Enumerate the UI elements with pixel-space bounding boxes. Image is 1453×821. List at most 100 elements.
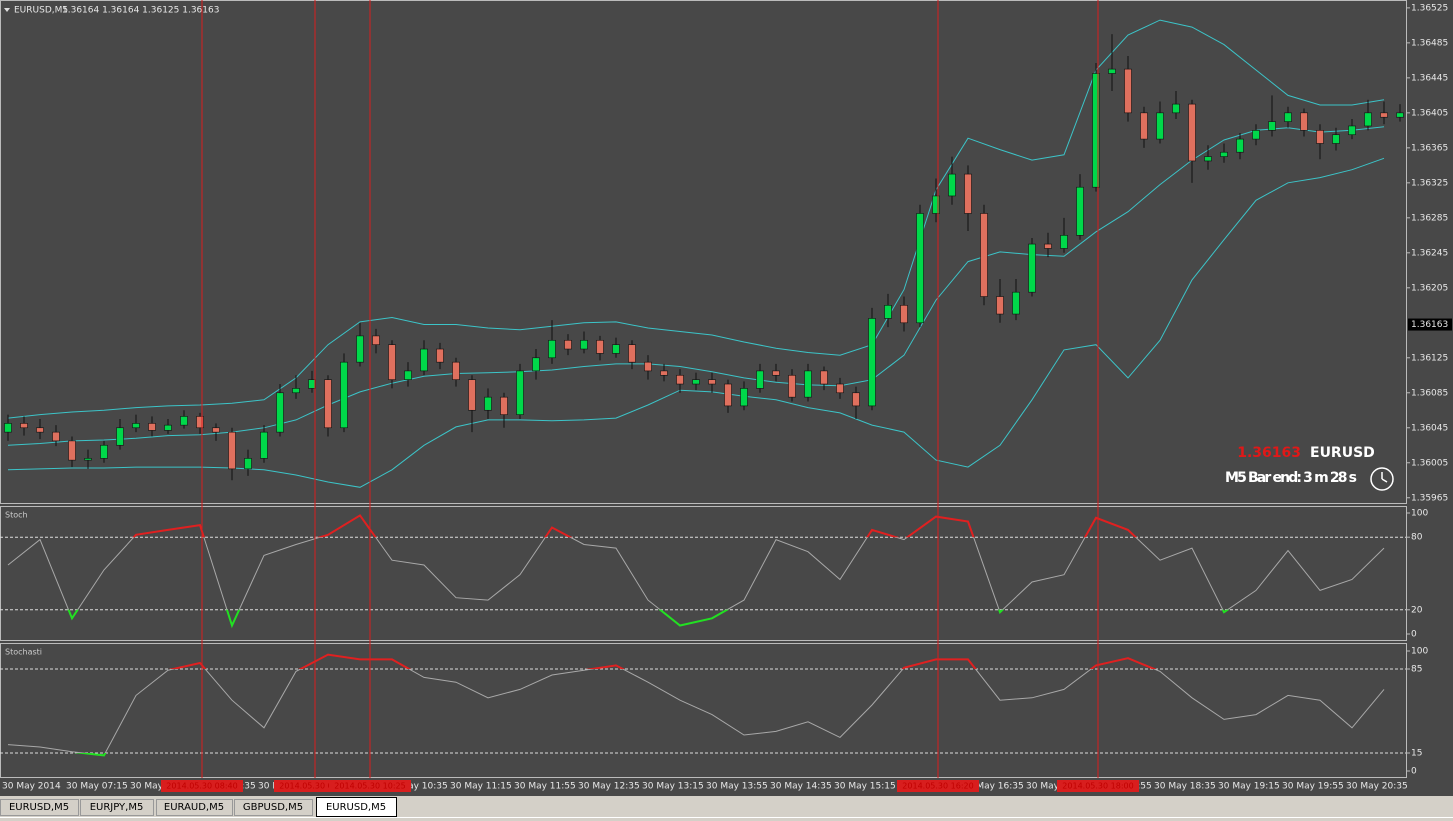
tab-face[interactable] bbox=[234, 799, 313, 816]
candle-body bbox=[516, 370, 524, 415]
bollinger-upper bbox=[7, 19, 1385, 419]
candle-body bbox=[324, 379, 332, 429]
x-tick-label: 30 May 2014 bbox=[2, 782, 61, 792]
x-tick-label: 30 May 10:35 bbox=[386, 782, 448, 792]
x-tick-label: 30 May 18:35 bbox=[1154, 782, 1216, 792]
y-tick-label: 15 bbox=[1411, 749, 1422, 759]
tab-face[interactable] bbox=[0, 799, 79, 816]
x-tick-label: 30 May 07:55 bbox=[130, 782, 192, 792]
y-tick-label: 1.36405 bbox=[1411, 108, 1448, 118]
tab-face[interactable] bbox=[156, 799, 233, 816]
candle-body bbox=[724, 383, 732, 407]
candle-body bbox=[596, 339, 604, 354]
y-tick-label: 1.36205 bbox=[1411, 283, 1448, 293]
oversold-highlight bbox=[67, 609, 1230, 629]
y-tick-label: 20 bbox=[1411, 605, 1423, 615]
candle-body bbox=[340, 361, 348, 429]
candle-body bbox=[660, 370, 668, 376]
candle-body bbox=[1012, 291, 1020, 315]
last-price-box bbox=[1408, 318, 1452, 331]
candle-body bbox=[1060, 235, 1068, 249]
tab[interactable]: GBPUSD,M5 bbox=[234, 799, 313, 816]
candle-body bbox=[676, 374, 684, 385]
y-tick-label: 1.36485 bbox=[1411, 38, 1448, 48]
x-tick-label: 30 May 14:35 bbox=[770, 782, 832, 792]
candle-body bbox=[996, 296, 1004, 315]
y-tick-label: 1.36365 bbox=[1411, 143, 1448, 153]
candle-body bbox=[196, 416, 204, 429]
tab-label[interactable]: EURUSD,M5 bbox=[326, 802, 386, 813]
x-tick-label: 30 May 17:15 bbox=[1026, 782, 1088, 792]
stoch-panel-frame bbox=[0, 506, 1407, 641]
x-tick-label: 30 May 07:15 bbox=[66, 782, 128, 792]
tab[interactable]: EURJPY,M5 bbox=[80, 799, 154, 816]
candle-body bbox=[420, 348, 428, 372]
candle-body bbox=[740, 388, 748, 407]
candle-body bbox=[1300, 112, 1308, 131]
tab-face[interactable] bbox=[80, 799, 154, 816]
tab-face[interactable] bbox=[316, 797, 397, 817]
x-tick-label: 30 May 13:55 bbox=[706, 782, 768, 792]
tab-label[interactable]: EURAUD,M5 bbox=[164, 802, 224, 813]
candle-body bbox=[1236, 138, 1244, 153]
candle-body bbox=[548, 339, 556, 359]
candle-body bbox=[212, 427, 220, 433]
y-tick-label: 0 bbox=[1411, 630, 1417, 640]
candle-body bbox=[372, 335, 380, 345]
candle-body bbox=[148, 423, 156, 431]
candle-body bbox=[244, 458, 252, 470]
candle-body bbox=[276, 392, 284, 433]
candle-body bbox=[852, 392, 860, 407]
y-tick-label: 100 bbox=[1411, 647, 1428, 657]
bollinger-lower bbox=[7, 157, 1385, 488]
tab[interactable]: EURUSD,M5 bbox=[0, 799, 79, 816]
candle-body bbox=[1108, 68, 1116, 74]
candle-body bbox=[916, 213, 924, 324]
tab[interactable]: EURUSD,M5 bbox=[316, 797, 397, 817]
candle-body bbox=[868, 318, 876, 407]
bar-end-timer: M5 Bar end: 3 m 28 s bbox=[1225, 470, 1357, 486]
candle-body bbox=[1124, 68, 1132, 114]
y-tick-label: 1.36085 bbox=[1411, 388, 1448, 398]
candle-body bbox=[1380, 112, 1388, 118]
candle-body bbox=[1188, 103, 1196, 162]
candle-body bbox=[292, 388, 300, 394]
x-tick-label: 30 May 13:15 bbox=[642, 782, 704, 792]
bollinger-middle bbox=[7, 126, 1385, 446]
candle-body bbox=[1268, 121, 1276, 131]
candle-body bbox=[948, 173, 956, 197]
candle-body bbox=[1092, 73, 1100, 188]
tabs: EURUSD,M5 EURJPY,M5 EURAUD,M5 GBPUSD,M5 EURU… bbox=[0, 797, 397, 817]
candle-body bbox=[20, 423, 28, 429]
candle-body bbox=[260, 431, 268, 459]
tab-label[interactable]: GBPUSD,M5 bbox=[243, 802, 303, 813]
candle-body bbox=[4, 423, 12, 433]
candle-body bbox=[836, 383, 844, 394]
candle-body bbox=[468, 379, 476, 411]
candle-body bbox=[1044, 243, 1052, 249]
menu-arrow[interactable] bbox=[4, 8, 10, 12]
tab[interactable]: EURAUD,M5 bbox=[156, 799, 233, 816]
candle-body bbox=[100, 444, 108, 459]
time-marker-label: 2014.05.30 18:00 bbox=[1062, 782, 1133, 791]
candle-body bbox=[980, 213, 988, 297]
candle-body bbox=[1252, 130, 1260, 140]
y-tick-label: 1.36005 bbox=[1411, 458, 1448, 468]
x-tick-label: 30 May 12:35 bbox=[578, 782, 640, 792]
y-tick-label: 80 bbox=[1411, 533, 1423, 543]
candle-body bbox=[116, 427, 124, 446]
x-tick-label: 30 May 19:15 bbox=[1218, 782, 1280, 792]
time-marker-label: 2014.05.30 16:20 bbox=[902, 782, 973, 791]
candle-body bbox=[436, 348, 444, 363]
candle-body bbox=[1332, 134, 1340, 144]
tab-label[interactable]: EURUSD,M5 bbox=[9, 802, 69, 813]
tab-label[interactable]: EURJPY,M5 bbox=[90, 802, 144, 813]
candle-body bbox=[356, 335, 364, 363]
y-tick-label: 1.36525 bbox=[1411, 3, 1448, 13]
main-panel-frame bbox=[0, 0, 1407, 504]
candle-body bbox=[452, 361, 460, 380]
candle-body bbox=[132, 423, 140, 429]
y-tick-label: 1.36245 bbox=[1411, 248, 1448, 258]
y-tick-label: 0 bbox=[1411, 767, 1417, 777]
candle-body bbox=[52, 431, 60, 442]
